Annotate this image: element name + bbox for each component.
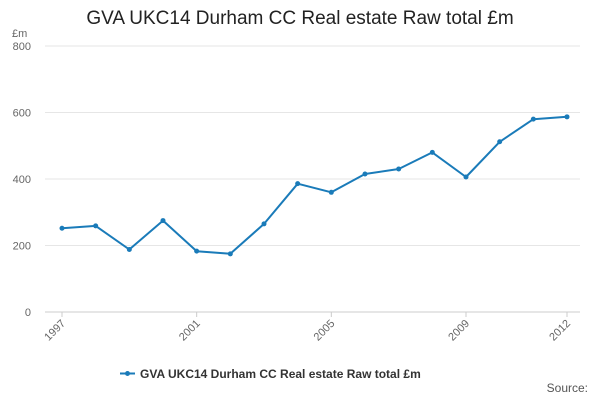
x-tick-label-2005: 2005 xyxy=(312,318,338,344)
series-lines xyxy=(59,114,570,257)
data-point-2011[interactable] xyxy=(530,116,536,122)
data-point-2012[interactable] xyxy=(564,114,570,120)
x-tick-label-1997: 1997 xyxy=(42,318,68,344)
x-tick-label-2001: 2001 xyxy=(177,318,203,344)
data-point-2004[interactable] xyxy=(295,181,301,187)
series-line-0 xyxy=(61,115,568,255)
axes: 0 200 400 600 800 1997 2001 2005 2009 2012 xyxy=(13,41,580,343)
y-tick-label-200: 200 xyxy=(13,241,31,253)
data-point-1998[interactable] xyxy=(93,223,99,229)
data-point-2005[interactable] xyxy=(328,189,334,195)
data-point-2000[interactable] xyxy=(160,218,166,224)
data-point-2010[interactable] xyxy=(497,139,503,145)
y-tick-label-0: 0 xyxy=(25,307,31,319)
data-point-2003[interactable] xyxy=(261,221,267,227)
data-point-2007[interactable] xyxy=(396,166,402,172)
source-link[interactable]: Source: xyxy=(546,381,588,395)
legend-entry: GVA UKC14 Durham CC Real estate Raw tota… xyxy=(140,367,421,381)
data-point-1997[interactable] xyxy=(59,225,65,231)
y-tick-label-800: 800 xyxy=(13,41,31,53)
data-point-2009[interactable] xyxy=(463,174,469,180)
x-tick-label-2009: 2009 xyxy=(446,318,472,344)
y-tick-label-600: 600 xyxy=(13,108,31,120)
data-point-2006[interactable] xyxy=(362,171,368,177)
data-point-1999[interactable] xyxy=(126,246,132,252)
y-tick-label-400: 400 xyxy=(13,174,31,186)
legend[interactable]: GVA UKC14 Durham CC Real estate Raw tota… xyxy=(120,367,421,381)
x-tick-label-2012: 2012 xyxy=(547,318,573,344)
legend-marker xyxy=(125,371,130,376)
y-axis-unit: £m xyxy=(12,28,27,40)
grid-lines xyxy=(45,45,580,246)
data-point-2008[interactable] xyxy=(429,149,435,155)
chart-title: GVA UKC14 Durham CC Real estate Raw tota… xyxy=(86,8,514,29)
data-point-2002[interactable] xyxy=(227,251,233,257)
data-point-2001[interactable] xyxy=(194,248,200,254)
